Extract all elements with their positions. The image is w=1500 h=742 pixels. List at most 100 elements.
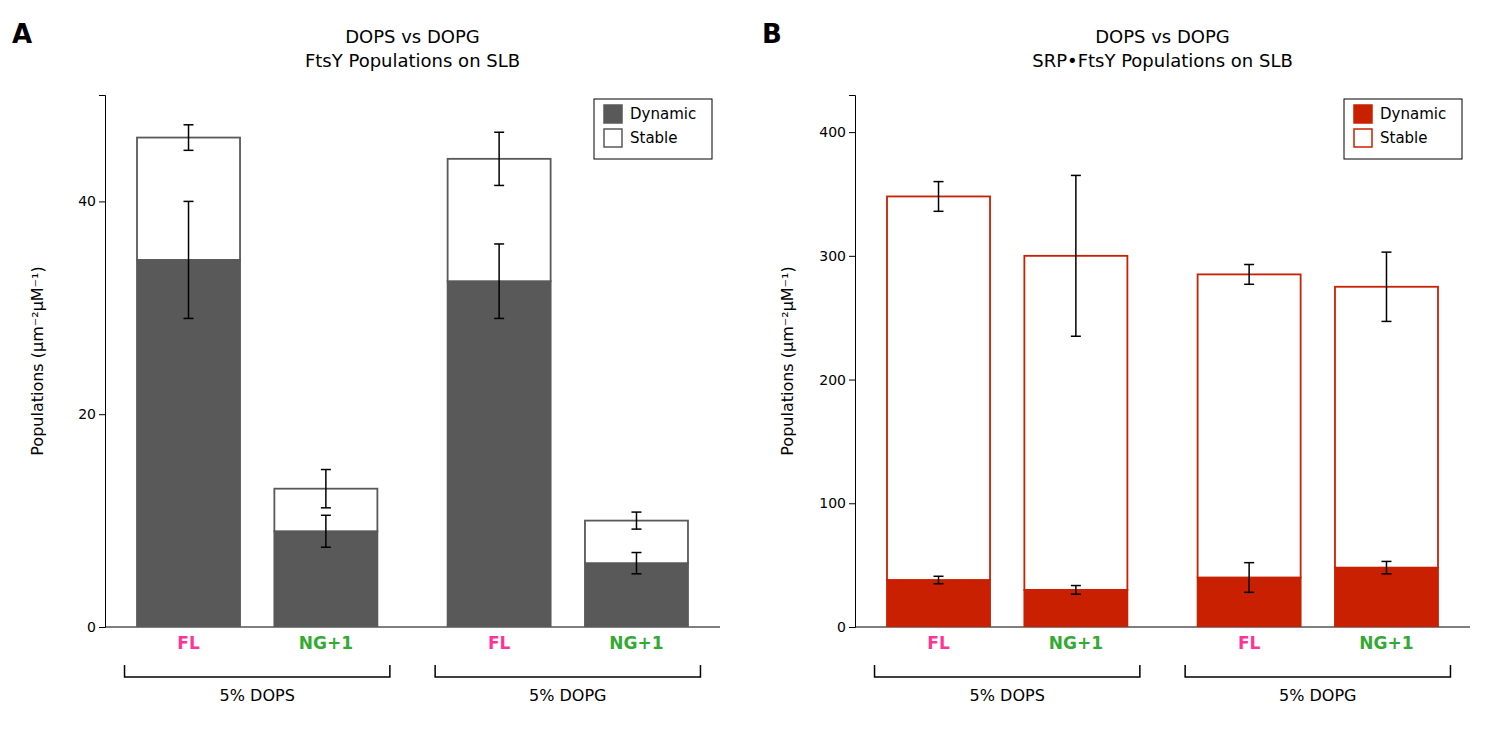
legend-label: Stable <box>1380 129 1428 147</box>
y-tick: 300 <box>819 248 855 264</box>
bar <box>887 580 990 627</box>
error-bar <box>184 201 194 318</box>
x-tick-label: FL <box>488 633 511 653</box>
error-bar <box>494 244 504 318</box>
error-bar-cap <box>934 181 944 183</box>
bar <box>1335 287 1438 568</box>
y-axis: 0 100 200 300 400 <box>819 96 855 635</box>
error-bar-stem <box>498 132 500 185</box>
error-bar-stem <box>188 201 190 318</box>
x-tick-label: NG+1 <box>1359 633 1413 653</box>
error-bar-cap <box>1244 284 1254 286</box>
y-tick: 200 <box>819 372 855 388</box>
error-bar-cap <box>1071 336 1081 338</box>
subtitle: SRP•FtsY Populations on SLB <box>1032 50 1293 71</box>
y-tick-mark <box>849 132 855 133</box>
error-bar <box>184 125 194 151</box>
error-bar-cap <box>1381 573 1391 575</box>
error-bar-cap <box>631 552 641 554</box>
legend-swatch <box>1354 129 1372 147</box>
error-bars <box>934 175 1392 336</box>
bar <box>1024 590 1127 627</box>
bar-series <box>137 260 688 627</box>
x-axis: FLNG+1FLNG+1 <box>177 633 663 653</box>
y-tick: 0 <box>87 619 105 635</box>
y-axis-title: Populations (μm⁻²μM⁻¹) <box>778 266 797 455</box>
error-bars <box>184 201 642 573</box>
y-tick: 20 <box>78 406 105 422</box>
legend-item: Stable <box>604 129 678 147</box>
error-bar-stem <box>325 470 327 508</box>
legend-item: Stable <box>1354 129 1428 147</box>
error-bar <box>1071 175 1081 336</box>
error-bar-cap <box>1244 264 1254 266</box>
legend-item: Dynamic <box>604 105 696 123</box>
y-tick-label: 40 <box>78 193 96 209</box>
x-tick-label: FL <box>1238 633 1261 653</box>
error-bar <box>1381 561 1391 573</box>
error-bar-cap <box>1381 321 1391 323</box>
y-axis-line <box>99 96 106 628</box>
y-axis-line <box>849 96 856 628</box>
error-bar-cap <box>1381 561 1391 563</box>
group-label: 5% DOPG <box>1279 686 1356 705</box>
group-label: 5% DOPG <box>529 686 606 705</box>
group-bracket <box>435 665 700 677</box>
y-tick-label: 0 <box>87 619 96 635</box>
error-bar-stem <box>188 125 190 151</box>
y-tick: 100 <box>819 495 855 511</box>
group-label: 5% DOPS <box>220 686 295 705</box>
y-tick-mark <box>99 414 105 415</box>
error-bar-cap <box>1244 562 1254 564</box>
legend-swatch <box>604 105 622 123</box>
error-bar <box>1071 586 1081 595</box>
group-label: 5% DOPS <box>970 686 1045 705</box>
error-bar-stem <box>938 576 940 583</box>
error-bar-cap <box>631 528 641 530</box>
legend: Dynamic Stable <box>594 99 712 159</box>
error-bars <box>934 561 1392 594</box>
y-tick-label: 400 <box>819 124 846 140</box>
error-bar-cap <box>1071 175 1081 177</box>
error-bar <box>934 182 944 212</box>
y-tick-mark <box>99 201 105 202</box>
legend-swatch <box>604 129 622 147</box>
plot-area <box>887 175 1438 627</box>
legend: Dynamic Stable <box>1344 99 1462 159</box>
error-bar <box>1244 563 1254 593</box>
title: DOPS vs DOPG <box>1095 26 1230 47</box>
error-bar-cap <box>494 318 504 320</box>
legend-item: Dynamic <box>1354 105 1446 123</box>
y-tick-label: 300 <box>819 248 846 264</box>
error-bar <box>631 553 641 574</box>
error-bar-stem <box>1386 561 1388 573</box>
error-bar-stem <box>938 182 940 212</box>
error-bar-cap <box>934 211 944 213</box>
y-tick: 0 <box>837 619 855 635</box>
error-bar-stem <box>1075 175 1077 336</box>
error-bar <box>934 576 944 583</box>
legend-swatch <box>1354 105 1372 123</box>
plot-area <box>137 125 688 627</box>
x-tick-label: NG+1 <box>1049 633 1103 653</box>
legend-label: Dynamic <box>630 105 696 123</box>
legend-frame <box>1344 99 1462 159</box>
error-bar-cap <box>1381 251 1391 253</box>
error-bar-cap <box>1071 585 1081 587</box>
group-bracket <box>875 665 1140 677</box>
error-bar <box>321 470 331 508</box>
error-bar-cap <box>184 124 194 126</box>
error-bar <box>494 132 504 185</box>
y-axis: 0 20 40 <box>78 96 105 635</box>
error-bar-cap <box>321 515 331 517</box>
group-bracket <box>1185 665 1450 677</box>
y-tick-mark <box>849 627 855 628</box>
error-bar-cap <box>184 150 194 152</box>
error-bar-cap <box>934 576 944 578</box>
error-bar-cap <box>321 507 331 509</box>
error-bars <box>184 125 642 529</box>
error-bar-cap <box>494 131 504 133</box>
y-axis-title: Populations (μm⁻²μM⁻¹) <box>28 266 47 455</box>
error-bar <box>631 512 641 529</box>
group-labels: 5% DOPS 5% DOPG <box>875 665 1451 705</box>
